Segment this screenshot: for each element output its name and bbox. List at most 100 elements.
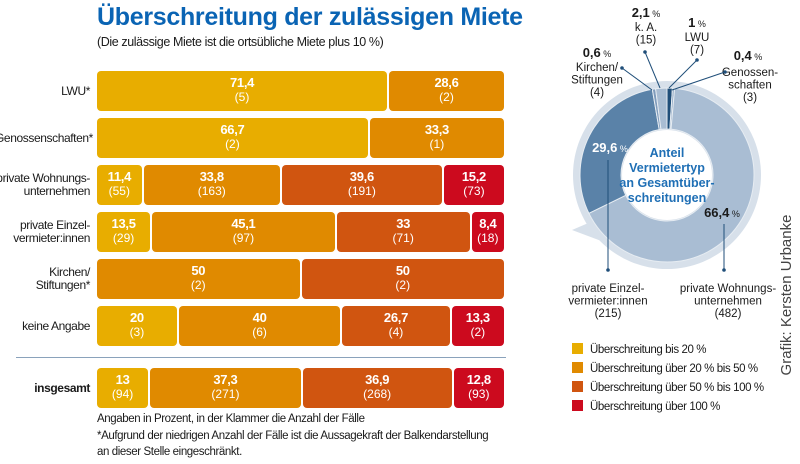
donut-hole (622, 130, 712, 220)
slice-label: (215) (595, 308, 622, 320)
donut-slice (655, 87, 668, 130)
count-label: (2) (225, 137, 240, 151)
data-label: 40 (252, 310, 267, 325)
count-label: (2) (190, 278, 206, 292)
slice-label: private Wohnungs- (680, 283, 776, 295)
data-label: 37,3 (213, 372, 238, 387)
data-label: 20 (129, 310, 144, 325)
leader-line (671, 71, 726, 91)
slice-label: schaften (728, 80, 771, 92)
bar-segment: 33 (71) (336, 212, 470, 252)
data-label: 39,6 (349, 169, 374, 184)
data-label: 66,7 (220, 122, 245, 137)
count-label: (73) (463, 184, 485, 198)
donut-slice (579, 88, 660, 215)
bar-segment: 36,9 (268) (302, 368, 452, 408)
bar-segment: 50 (2) (97, 259, 300, 299)
count-label: (55) (108, 184, 130, 198)
legend-swatch (572, 381, 583, 392)
bar-segment: 33,3 (1) (369, 118, 504, 158)
data-label: 13,5 (111, 216, 136, 231)
count-label: (97) (232, 231, 255, 245)
count-label: (1) (429, 137, 445, 151)
row-label: Genossenschaften* (0, 130, 93, 145)
data-label: 13 (115, 372, 130, 387)
legend-item: Überschreitung bis 20 % (572, 343, 706, 356)
count-label: (191) (347, 184, 376, 198)
slice-label: k. A. (635, 22, 657, 34)
count-label: (18) (477, 231, 499, 245)
bar-segment: 20 (3) (97, 306, 177, 346)
data-label: 50 (191, 263, 206, 278)
count-label: (4) (388, 325, 404, 339)
count-label: (271) (211, 387, 240, 401)
legend-label: Überschreitung über 50 % bis 100 % (590, 382, 764, 394)
slice-percent: 66,4 % (704, 205, 740, 220)
legend-swatch (572, 343, 583, 354)
legend-item: Überschreitung über 50 % bis 100 % (572, 381, 764, 394)
legend-item: Überschreitung über 100 % (572, 400, 720, 413)
slice-label: (3) (743, 92, 757, 104)
donut-center-title: an Gesamtüber- (619, 176, 714, 190)
footnote-asterisk: *Aufgrund der niedrigen Anzahl der Fälle… (97, 430, 489, 442)
count-label: (5) (234, 90, 250, 104)
count-label: (2) (470, 325, 486, 339)
bar-segment: 50 (2) (301, 259, 504, 299)
count-label: (71) (392, 231, 414, 245)
row-label: insgesamt (34, 380, 90, 395)
count-label: (93) (468, 387, 490, 401)
legend-swatch (572, 362, 583, 373)
chart-title: Überschreitung der zulässigen Miete (97, 3, 523, 31)
legend-label: Überschreitung über 100 % (590, 401, 720, 413)
bar-segment: 26,7 (4) (342, 306, 450, 346)
leader-dot (606, 268, 610, 272)
leader-dot (723, 70, 727, 74)
donut-center-title: Anteil (650, 146, 685, 160)
slice-percent: 29,6 % (592, 140, 628, 155)
count-label: (268) (363, 387, 392, 401)
slice-label: unternehmen (694, 296, 762, 308)
bar-segment: 66,7 (2) (97, 118, 368, 158)
bar-segment: 71,4 (5) (97, 71, 388, 111)
data-label: 8,4 (479, 216, 497, 231)
bar-segment: 13 (94) (97, 368, 149, 408)
legend-item: Überschreitung über 20 % bis 50 % (572, 362, 758, 375)
slice-label: vermieter:innen (568, 296, 647, 308)
legend-label: Überschreitung über 20 % bis 50 % (590, 363, 758, 375)
bar-segment: 8,4 (18) (471, 212, 504, 252)
slice-percent: 2,1 % (632, 5, 661, 20)
chart-subtitle: (Die zulässige Miete ist die ortsübliche… (97, 35, 384, 49)
row-label: private Wohnungs-unternehmen (0, 171, 90, 198)
data-label: 11,4 (107, 169, 132, 184)
slice-label: (482) (715, 308, 742, 320)
data-label: 45,1 (231, 216, 256, 231)
bar-segment: 12,8 (93) (453, 368, 504, 408)
data-label: 12,8 (466, 372, 491, 387)
count-label: (29) (112, 231, 135, 245)
row-label: private Einzel-vermieter:innen (13, 218, 90, 245)
leader-dot (643, 50, 647, 54)
bar-segment: 15,2 (73) (443, 165, 504, 205)
row-label: keine Angabe (22, 318, 90, 333)
data-label: 33 (396, 216, 411, 231)
count-label: (163) (197, 184, 226, 198)
data-label: 50 (395, 263, 410, 278)
slice-percent: 0,4 % (734, 48, 763, 63)
bar-segment: 40 (6) (178, 306, 341, 346)
data-label: 15,2 (461, 169, 486, 184)
legend-swatch (572, 400, 583, 411)
slice-label: (15) (636, 35, 657, 47)
bar-segment: 28,6 (2) (389, 71, 504, 111)
bar-segment: 11,4 (55) (97, 165, 142, 205)
graphic-credit: Grafik: Kersten Urbanke (778, 214, 795, 376)
count-label: (3) (129, 325, 145, 339)
bar-segment: 13,5 (29) (97, 212, 151, 252)
donut-center-title: Vermietertyp (629, 161, 705, 175)
bar-segment: 45,1 (97) (152, 212, 335, 252)
slice-label: (4) (590, 87, 604, 99)
slice-label: (7) (690, 45, 704, 57)
footnote-units: Angaben in Prozent, in der Klammer die A… (97, 413, 365, 425)
data-label: 13,3 (465, 310, 490, 325)
row-label: Kirchen/Stiftungen* (35, 265, 91, 292)
